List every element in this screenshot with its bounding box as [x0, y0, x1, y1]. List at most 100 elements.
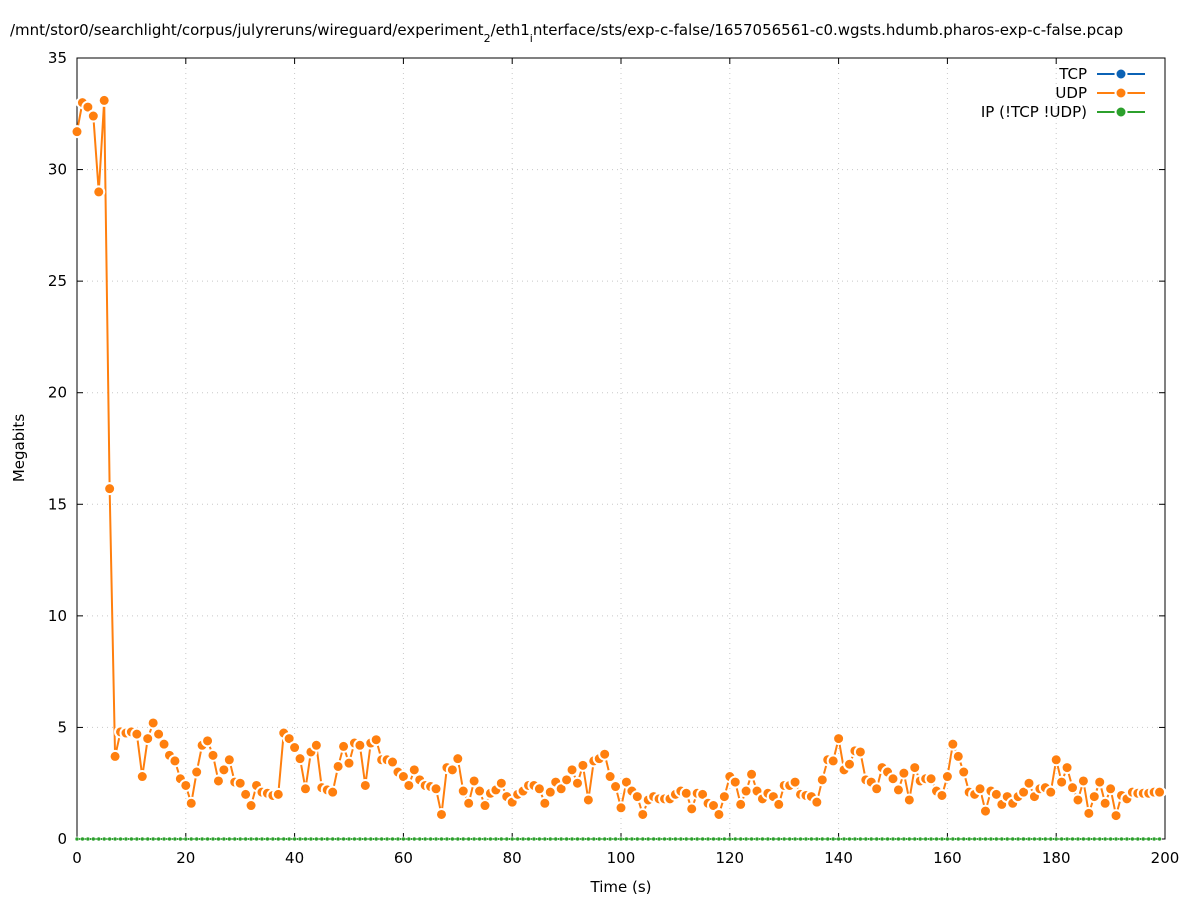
- legend-label: TCP: [1058, 65, 1087, 83]
- data-point: [532, 782, 546, 796]
- data-point: [183, 836, 189, 842]
- data-point: [553, 836, 558, 842]
- data-point: [314, 836, 319, 842]
- data-point: [788, 775, 802, 789]
- data-point: [538, 796, 552, 810]
- title-segment: /mnt/stor0/searchlight/corpus/julyreruns…: [10, 21, 484, 39]
- data-point: [227, 836, 232, 842]
- data-point: [357, 836, 363, 842]
- data-point: [243, 836, 248, 842]
- data-point: [233, 776, 247, 790]
- data-point: [232, 836, 238, 842]
- data-point: [145, 836, 150, 842]
- data-point: [614, 801, 628, 815]
- data-point: [352, 836, 357, 842]
- data-point: [152, 727, 166, 741]
- data-point: [945, 836, 950, 842]
- data-point: [966, 836, 972, 842]
- data-point: [841, 836, 847, 842]
- data-point: [1093, 775, 1107, 789]
- data-point: [685, 802, 699, 816]
- data-point: [667, 836, 673, 842]
- data-point: [602, 836, 607, 842]
- data-point: [1010, 836, 1015, 842]
- data-point: [1153, 785, 1167, 799]
- data-point: [972, 836, 977, 842]
- data-point: [210, 836, 216, 842]
- data-point: [358, 778, 372, 792]
- data-point: [832, 732, 846, 746]
- data-point: [957, 765, 971, 779]
- data-point: [1064, 836, 1070, 842]
- data-point: [727, 836, 733, 842]
- data-point: [792, 836, 798, 842]
- data-point: [248, 836, 254, 842]
- title-segment: 2: [484, 32, 491, 45]
- data-point: [978, 804, 992, 818]
- data-point: [645, 836, 651, 842]
- data-point: [1026, 836, 1032, 842]
- data-point: [1151, 836, 1157, 842]
- data-point: [1075, 836, 1081, 842]
- data-point: [112, 836, 118, 842]
- data-point: [542, 836, 548, 842]
- data-point: [1102, 836, 1108, 842]
- data-point: [917, 836, 923, 842]
- chart-title: /mnt/stor0/searchlight/corpus/julyreruns…: [10, 21, 1123, 45]
- x-tick-label: 200: [1151, 849, 1180, 867]
- data-point: [451, 752, 465, 766]
- data-point: [607, 836, 613, 842]
- data-point: [1071, 793, 1085, 807]
- data-point: [825, 836, 830, 842]
- data-point: [1015, 836, 1021, 842]
- data-point: [379, 836, 384, 842]
- data-point: [700, 836, 705, 842]
- data-point: [526, 836, 531, 842]
- data-point: [1066, 781, 1080, 795]
- data-point: [781, 836, 787, 842]
- data-point: [739, 784, 753, 798]
- y-tick-label: 35: [48, 49, 67, 67]
- data-point: [1043, 836, 1048, 842]
- data-point: [853, 745, 867, 759]
- y-tick-label: 30: [48, 161, 67, 179]
- data-point: [254, 836, 259, 842]
- data-point: [591, 836, 597, 842]
- data-point: [281, 836, 286, 842]
- data-point: [445, 763, 459, 777]
- data-point: [613, 836, 618, 842]
- data-point: [907, 836, 912, 842]
- data-point: [858, 836, 863, 842]
- data-point: [265, 836, 270, 842]
- data-point: [324, 836, 330, 842]
- data-point: [211, 774, 225, 788]
- data-point: [705, 836, 711, 842]
- data-point: [319, 836, 325, 842]
- data-point: [434, 807, 448, 821]
- data-point: [946, 737, 960, 751]
- data-point: [852, 836, 858, 842]
- data-point: [190, 765, 204, 779]
- data-point: [891, 783, 905, 797]
- data-point: [1130, 836, 1135, 842]
- data-point: [504, 836, 510, 842]
- y-tick-label: 20: [48, 384, 67, 402]
- data-point: [814, 836, 820, 842]
- data-point: [950, 836, 956, 842]
- data-point: [467, 774, 481, 788]
- data-point: [999, 836, 1005, 842]
- y-tick-label: 5: [57, 718, 67, 736]
- data-point: [488, 836, 493, 842]
- data-point: [734, 797, 748, 811]
- data-point: [1097, 836, 1102, 842]
- data-point: [462, 796, 476, 810]
- data-point: [450, 836, 455, 842]
- data-point: [341, 836, 346, 842]
- data-point: [673, 836, 678, 842]
- y-tick-label: 15: [48, 495, 67, 513]
- data-point: [466, 836, 471, 842]
- data-point: [477, 836, 482, 842]
- data-point: [1037, 836, 1043, 842]
- data-point: [216, 836, 221, 842]
